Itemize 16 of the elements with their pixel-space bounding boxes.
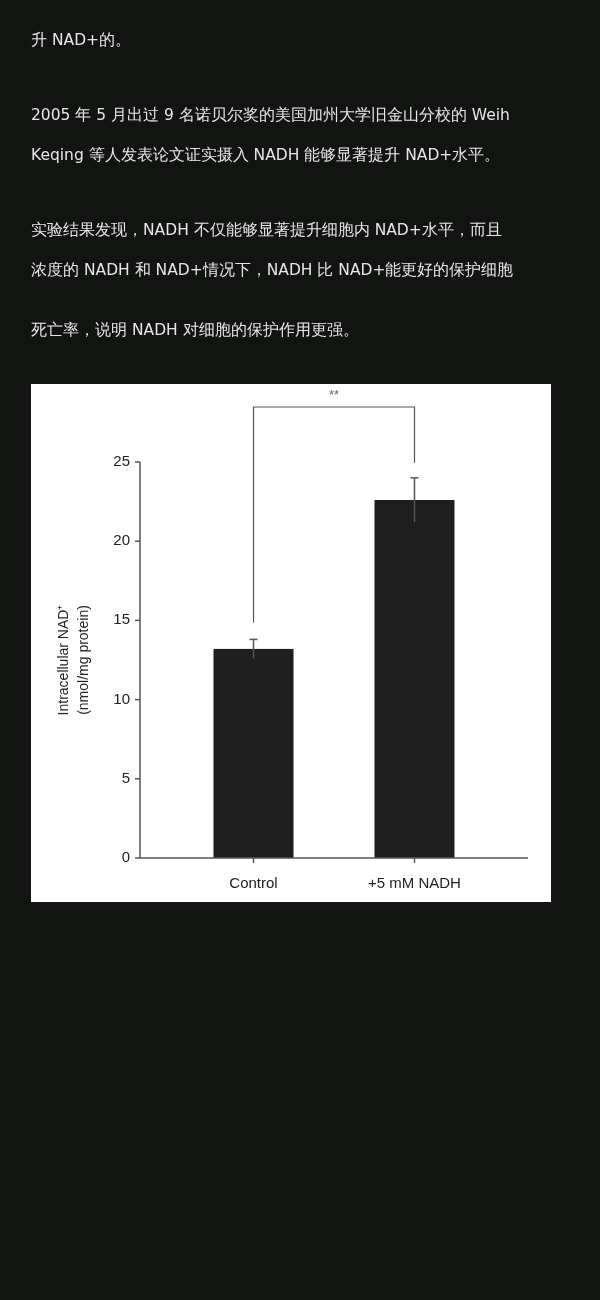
text: Keqing 等人发表论文证实摄入 NADH 能够显著提升 NAD+水平。	[31, 145, 501, 164]
y-tick-label: 25	[113, 451, 130, 469]
y-tick-label: 15	[113, 610, 130, 628]
y-tick-label: 0	[121, 847, 130, 865]
x-tick-label: +5 mM NADH	[368, 873, 461, 891]
text: 浓度的 NADH 和 NAD+情况下，NADH 比 NAD+能更好的保护细胞	[31, 260, 514, 279]
text: 2005 年 5 月出过 9 名诺贝尔奖的美国加州大学旧金山分校的 Weih	[31, 105, 510, 124]
y-tick-label: 20	[113, 531, 130, 549]
text: 实验结果发现，NADH 不仅能够显著提升细胞内 NAD+水平，而且	[31, 220, 502, 239]
y-tick-label: 10	[113, 689, 130, 707]
text: 升 NAD+的。	[31, 30, 132, 49]
y-axis-title: Intracellular NAD⁺ (nmol/mg protein)	[55, 604, 91, 716]
x-tick-label: Control	[229, 873, 278, 891]
text: 死亡率，说明 NADH 对细胞的保护作用更强。	[31, 320, 359, 339]
y-tick-label: 5	[121, 768, 130, 786]
text: **	[328, 387, 340, 402]
